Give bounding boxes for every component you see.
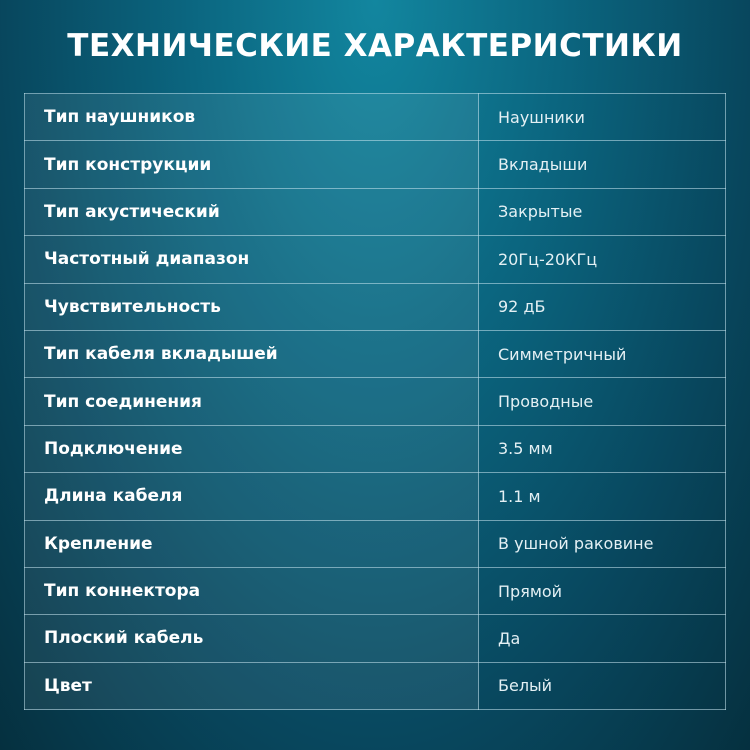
spec-row: Подключение 3.5 мм <box>24 424 726 474</box>
spec-row: Крепление В ушной раковине <box>24 519 726 568</box>
spec-value: Да <box>478 614 726 663</box>
spec-value: 20Гц-20КГц <box>478 235 726 284</box>
spec-value: Белый <box>478 661 726 711</box>
spec-value: Симметричный <box>478 329 726 379</box>
spec-label: Тип коннектора <box>24 566 479 616</box>
spec-value: Закрытые <box>478 187 726 237</box>
spec-value: Прямой <box>478 566 726 616</box>
spec-row: Тип акустический Закрытые <box>24 187 726 237</box>
spec-row: Чувствительность 92 дБ <box>24 282 726 331</box>
spec-value: Наушники <box>478 92 726 142</box>
spec-label: Длина кабеля <box>24 472 479 521</box>
spec-row: Цвет Белый <box>24 661 726 711</box>
spec-label: Тип конструкции <box>24 140 479 189</box>
specs-table: Тип наушников Наушники Тип конструкции Вкла… <box>24 92 726 711</box>
spec-value: В ушной раковине <box>478 519 726 568</box>
spec-value: 1.1 м <box>478 472 726 521</box>
spec-row: Тип коннектора Прямой <box>24 566 726 616</box>
spec-label: Тип кабеля вкладышей <box>24 329 479 379</box>
spec-value: Вкладыши <box>478 140 726 189</box>
spec-label: Тип соединения <box>24 377 479 426</box>
page-title: ТЕХНИЧЕСКИЕ ХАРАКТЕРИСТИКИ <box>67 28 683 64</box>
spec-row: Тип кабеля вкладышей Симметричный <box>24 329 726 379</box>
spec-label: Цвет <box>24 661 479 711</box>
spec-label: Тип наушников <box>24 92 479 142</box>
spec-label: Чувствительность <box>24 282 479 331</box>
spec-value: 92 дБ <box>478 282 726 331</box>
spec-label: Подключение <box>24 424 479 474</box>
spec-label: Тип акустический <box>24 187 479 237</box>
spec-label: Крепление <box>24 519 479 568</box>
spec-row: Частотный диапазон 20Гц-20КГц <box>24 235 726 284</box>
spec-row: Тип конструкции Вкладыши <box>24 140 726 189</box>
spec-value: 3.5 мм <box>478 424 726 474</box>
spec-row: Тип наушников Наушники <box>24 92 726 142</box>
spec-row: Тип соединения Проводные <box>24 377 726 426</box>
spec-value: Проводные <box>478 377 726 426</box>
spec-label: Частотный диапазон <box>24 235 479 284</box>
spec-label: Плоский кабель <box>24 614 479 663</box>
spec-row: Плоский кабель Да <box>24 614 726 663</box>
spec-row: Длина кабеля 1.1 м <box>24 472 726 521</box>
